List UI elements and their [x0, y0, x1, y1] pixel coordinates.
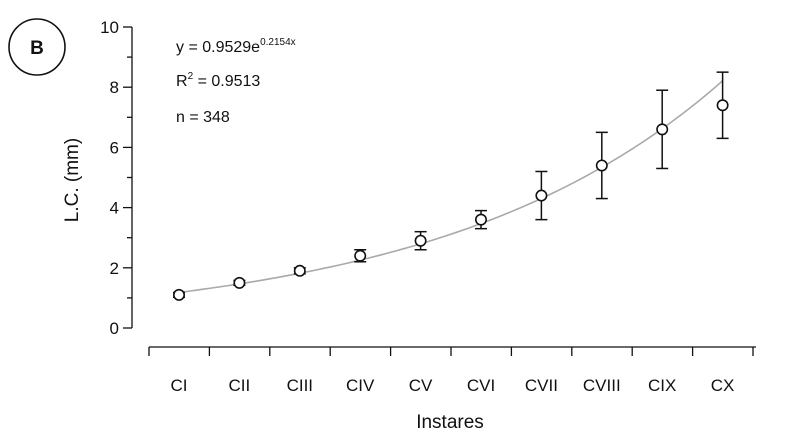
data-point: [474, 213, 487, 226]
error-bars: [173, 71, 729, 299]
x-tick-label: CI: [171, 376, 188, 395]
x-axis: CI CII CIII CIV CV CVI CVII CVIII CIX CX: [148, 346, 756, 395]
data-point: [233, 276, 246, 289]
x-tick-label: CVII: [525, 376, 558, 395]
x-tick-label: CIII: [287, 376, 313, 395]
x-tick-label: CVI: [467, 376, 495, 395]
y-tick-label: 0: [110, 319, 119, 338]
x-tick-label: CIV: [346, 376, 375, 395]
x-tick-label: CIX: [648, 376, 676, 395]
data-point: [535, 189, 548, 202]
equation-exponent: 0.2154x: [260, 37, 296, 48]
r-squared-exponent: 2: [188, 71, 194, 82]
x-axis-title: Instares: [416, 412, 484, 433]
data-point: [595, 159, 608, 172]
y-tick-label: 8: [110, 78, 119, 97]
r-squared-value: = 0.9513: [193, 73, 260, 90]
data-point: [656, 123, 669, 136]
y-tick-label: 2: [110, 259, 119, 278]
data-points: [173, 99, 729, 301]
data-point: [414, 234, 427, 247]
panel-label-circle: [8, 18, 66, 76]
y-axis-title: L.C. (mm): [62, 138, 83, 222]
fit-layer: [178, 80, 724, 294]
annotation-block: y = 0.9529e0.2154x R2 = 0.9513 n = 348: [176, 37, 296, 126]
data-point: [293, 264, 306, 277]
x-tick-label: CVIII: [583, 376, 621, 395]
y-tick-label: 4: [110, 199, 119, 218]
data-point: [716, 99, 729, 112]
r-squared-base: R: [176, 73, 188, 90]
data-point: [173, 288, 186, 301]
data-point: [354, 249, 367, 262]
x-tick-label: CII: [229, 376, 251, 395]
panel-label: B: [8, 18, 66, 76]
y-tick-label: 6: [110, 138, 119, 157]
fit-curve: [178, 80, 724, 294]
equation-text: y = 0.9529e0.2154x: [176, 37, 296, 56]
panel-label-text: B: [30, 38, 44, 59]
sample-size-text: n = 348: [176, 109, 230, 126]
x-tick-label: CV: [409, 376, 433, 395]
y-tick-label: 10: [100, 18, 119, 37]
x-tick-label: CX: [711, 376, 735, 395]
equation-base: y = 0.9529e: [176, 39, 260, 56]
y-axis: 0 2 4 6 8 10: [100, 18, 133, 338]
r-squared-text: R2 = 0.9513: [176, 71, 260, 90]
